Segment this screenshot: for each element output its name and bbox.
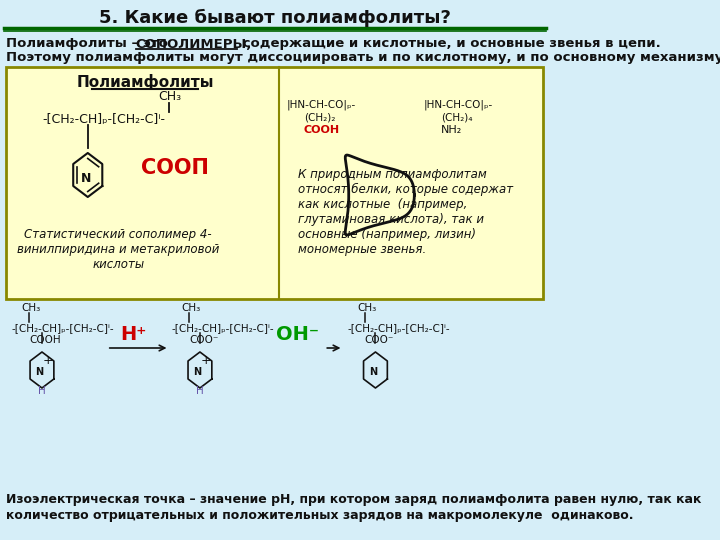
Text: -[CH₂-CH]ₚ-[CH₂-C]ⁱ-: -[CH₂-CH]ₚ-[CH₂-C]ⁱ- bbox=[42, 113, 165, 126]
Text: N: N bbox=[35, 367, 44, 377]
Text: СОО⁻: СОО⁻ bbox=[365, 335, 394, 345]
Text: Изоэлектрическая точка – значение pH, при котором заряд полиамфолита равен нулю,: Изоэлектрическая точка – значение pH, пр… bbox=[6, 494, 701, 507]
Text: -[CH₂-CH]ₚ-[CH₂-C]ⁱ-: -[CH₂-CH]ₚ-[CH₂-C]ⁱ- bbox=[347, 323, 450, 333]
Text: OH⁻: OH⁻ bbox=[276, 326, 319, 345]
Text: СН₃: СН₃ bbox=[181, 303, 201, 313]
Text: -[CH₂-CH]ₚ-[CH₂-C]ⁱ-: -[CH₂-CH]ₚ-[CH₂-C]ⁱ- bbox=[12, 323, 114, 333]
Text: СООН: СООН bbox=[29, 335, 60, 345]
Text: N: N bbox=[369, 367, 377, 377]
Text: Статистический сополимер 4-
винилпиридина и метакриловой
кислоты: Статистический сополимер 4- винилпиридин… bbox=[17, 228, 220, 271]
Text: СОО⁻: СОО⁻ bbox=[189, 335, 219, 345]
Text: количество отрицательных и положительных зарядов на макромолекуле  одинаково.: количество отрицательных и положительных… bbox=[6, 510, 634, 523]
Text: СООН: СООН bbox=[304, 125, 340, 135]
Text: H: H bbox=[196, 386, 204, 396]
Text: (CH₂)₄: (CH₂)₄ bbox=[441, 112, 472, 122]
Text: СОПОЛИМЕРЫ,: СОПОЛИМЕРЫ, bbox=[136, 37, 252, 51]
Text: -[CH₂-CH]ₚ-[CH₂-C]ⁱ-: -[CH₂-CH]ₚ-[CH₂-C]ⁱ- bbox=[171, 323, 274, 333]
Text: H⁺: H⁺ bbox=[120, 326, 147, 345]
Text: СН₃: СН₃ bbox=[357, 303, 377, 313]
Text: СН₃: СН₃ bbox=[158, 91, 181, 104]
Text: 5. Какие бывают полиамфолиты?: 5. Какие бывают полиамфолиты? bbox=[99, 9, 451, 27]
Text: Полиамфолиты – это: Полиамфолиты – это bbox=[6, 37, 177, 51]
Text: Поэтому полиамфолиты могут диссоциировать и по кислотному, и по основному механи: Поэтому полиамфолиты могут диссоциироват… bbox=[6, 51, 720, 64]
Text: NH₂: NH₂ bbox=[441, 125, 462, 135]
Text: +: + bbox=[42, 354, 53, 368]
Text: |HN-CH-CO|ₚ-: |HN-CH-CO|ₚ- bbox=[286, 100, 356, 110]
Text: Полиамфолиты: Полиамфолиты bbox=[76, 74, 214, 90]
Text: N: N bbox=[194, 367, 202, 377]
Text: СН₃: СН₃ bbox=[22, 303, 40, 313]
Text: (CH₂)₂: (CH₂)₂ bbox=[304, 112, 335, 122]
Text: К природным полиамфолитам
относят белки, которые содержат
как кислотные  (наприм: К природным полиамфолитам относят белки,… bbox=[297, 168, 513, 256]
FancyBboxPatch shape bbox=[6, 67, 544, 299]
Text: СООП: СООП bbox=[141, 158, 209, 178]
Text: +: + bbox=[201, 354, 212, 368]
Text: |HN-CH-CO|ₚ-: |HN-CH-CO|ₚ- bbox=[423, 100, 492, 110]
Text: H: H bbox=[38, 386, 46, 396]
Text: содержащие и кислотные, и основные звенья в цепи.: содержащие и кислотные, и основные звень… bbox=[238, 37, 661, 51]
Text: N: N bbox=[81, 172, 91, 185]
